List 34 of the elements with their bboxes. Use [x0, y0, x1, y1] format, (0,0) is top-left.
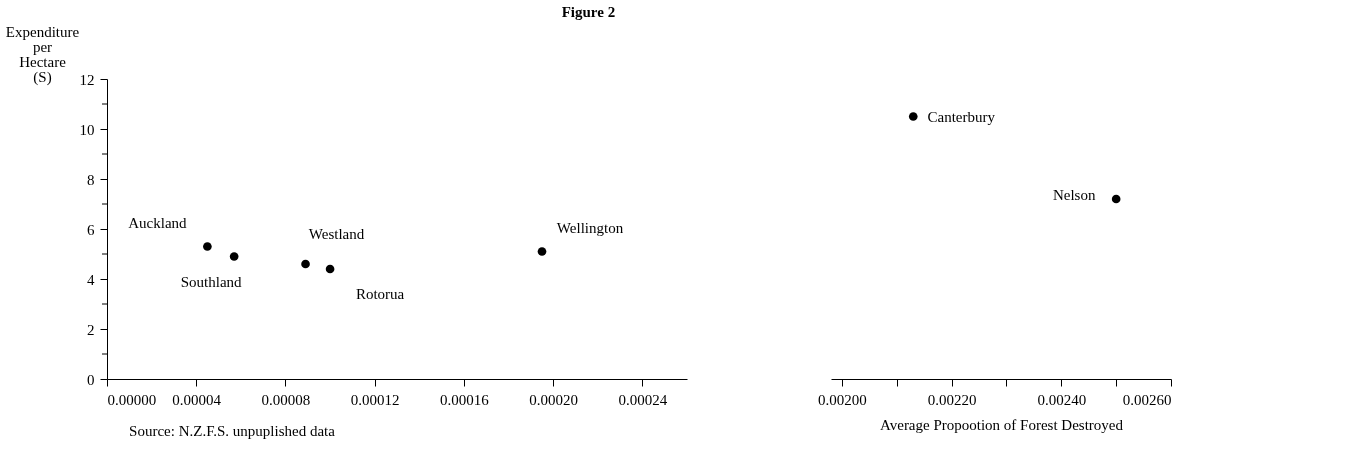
x-tick-label: 0.00008 — [261, 391, 311, 408]
x-tick-label: 0.00220 — [927, 391, 977, 408]
x-tick-label: 0.00024 — [618, 391, 668, 408]
annotation: Auckland — [128, 214, 188, 231]
source-note: Source: N.Z.F.S. unpuplished data — [129, 423, 336, 439]
annotation: Southland — [180, 273, 243, 290]
x-tick-label: 0.00012 — [350, 391, 400, 408]
x-tick-label: 0.00020 — [529, 391, 579, 408]
x-tick-label: 0.00000 — [107, 391, 157, 408]
annotation: Rotorua — [355, 286, 405, 302]
y-tick-label: 10 — [79, 121, 95, 138]
x-tick-label: 0.00016 — [440, 391, 490, 408]
annotation: Wellington — [556, 219, 624, 236]
x-tick-label: 0.00004 — [172, 391, 222, 408]
point — [537, 247, 547, 256]
chart-title: Figure 2 — [561, 4, 616, 20]
annotation: Nelson — [1052, 187, 1096, 203]
annotation: Canterbury — [927, 108, 996, 125]
x-tick-label: 0.00200 — [818, 391, 867, 408]
y-tick-label: 4 — [87, 271, 95, 288]
x-axis-title: Average Propootion of Forest Destroyed — [879, 416, 1124, 433]
x-tick-label: 0.00240 — [1037, 391, 1087, 408]
point — [301, 259, 310, 269]
point — [325, 264, 335, 274]
point — [229, 252, 239, 261]
annotation: Westland — [308, 226, 365, 242]
y-tick-label: 8 — [87, 171, 95, 188]
point — [203, 242, 212, 251]
y-tick-label: 2 — [87, 321, 95, 338]
y-tick-label: 12 — [79, 71, 95, 88]
y-tick-label: 0 — [87, 371, 95, 388]
y-tick-label: 6 — [87, 221, 95, 238]
x-tick-label: 0.00260 — [1122, 391, 1172, 408]
y-axis-title: Expenditure per Hectare (S) — [5, 23, 80, 86]
